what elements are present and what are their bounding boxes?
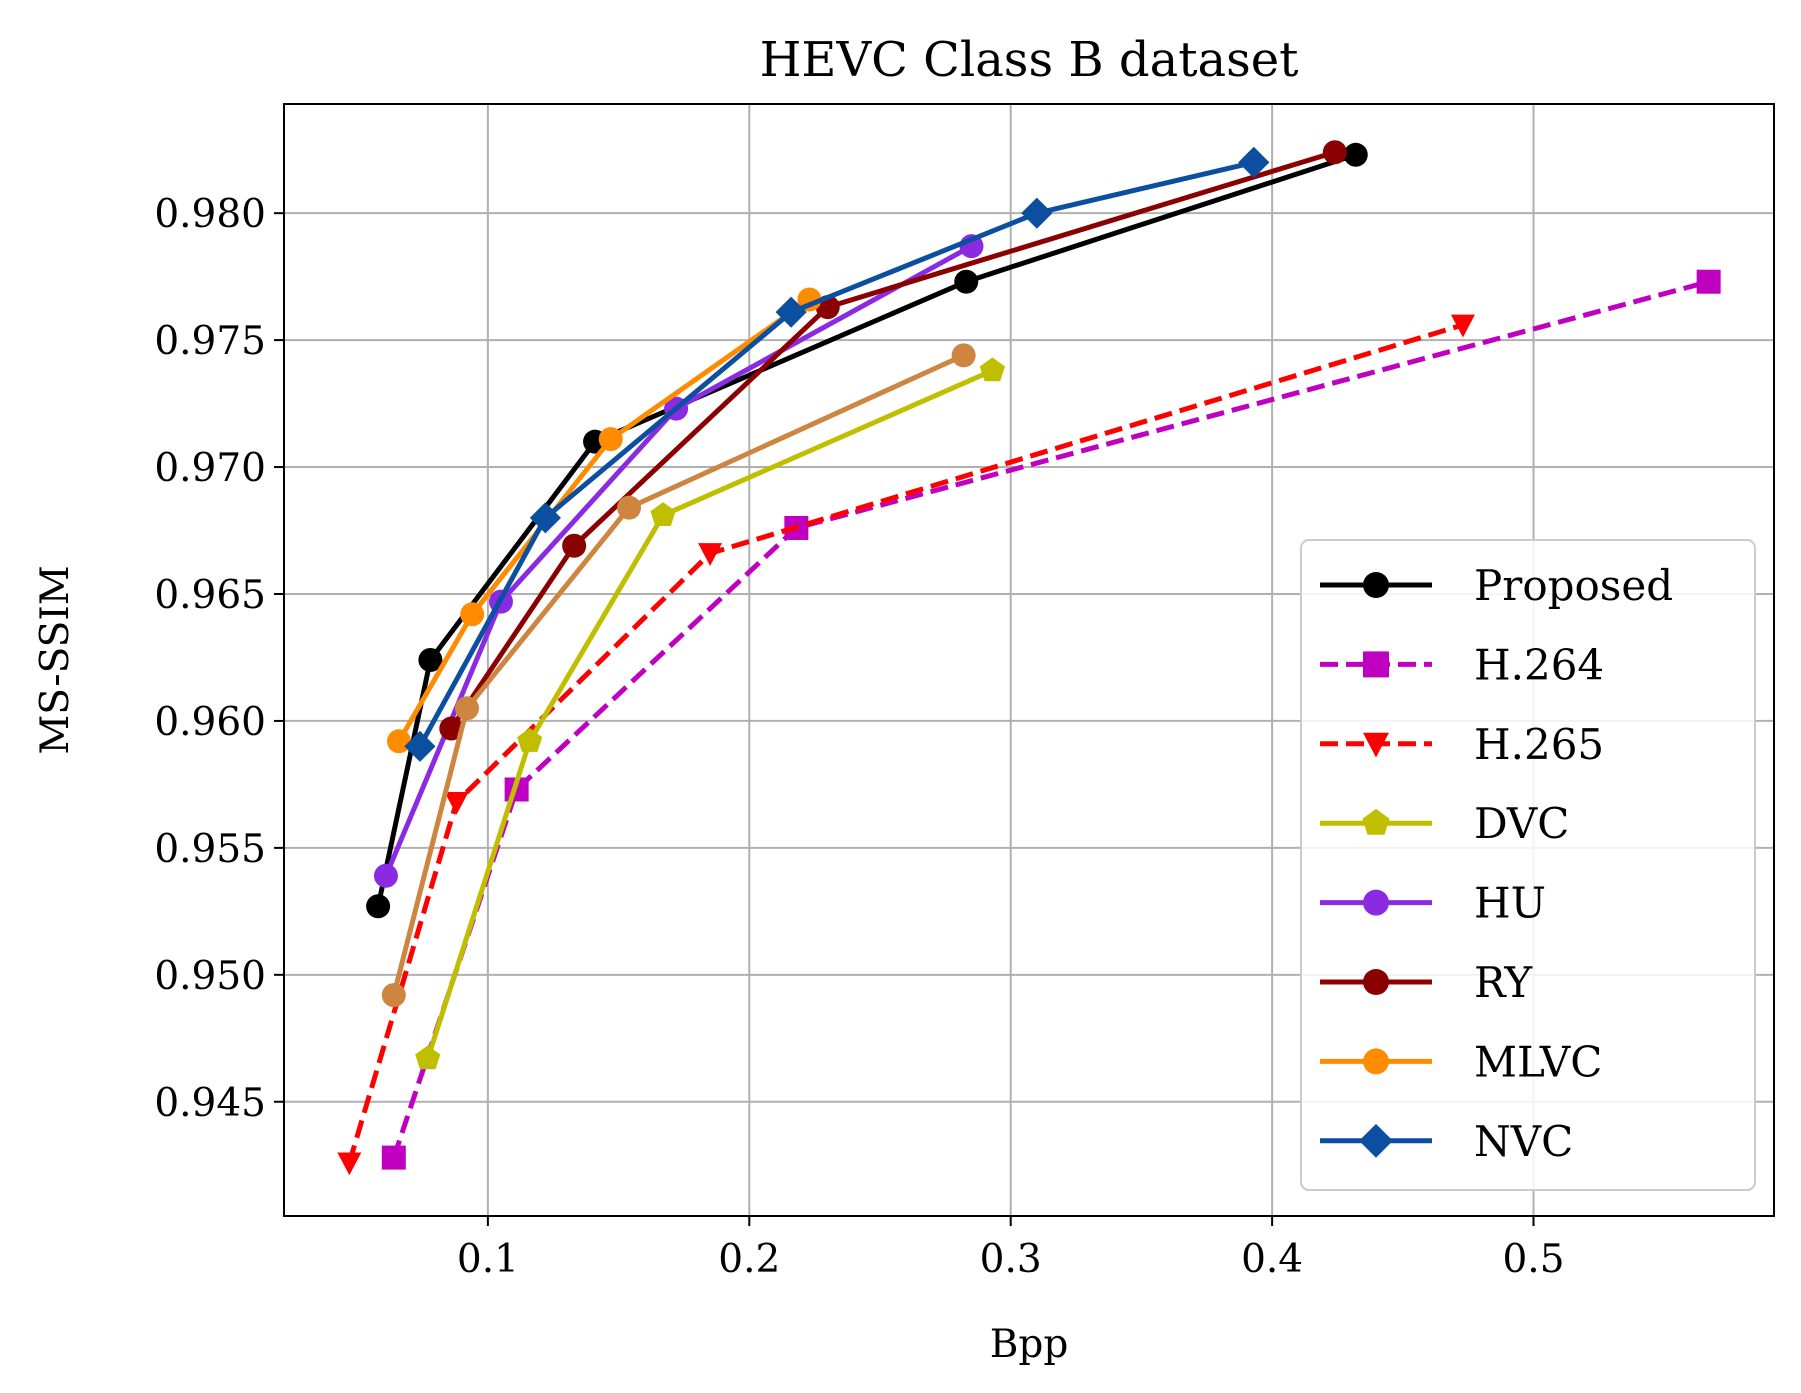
x-tick-label: 0.1	[457, 1237, 519, 1282]
legend-item-ry: RY	[1320, 958, 1533, 1007]
series-proposed-point	[366, 894, 391, 919]
legend-swatch-marker	[1363, 969, 1389, 995]
legend-label: MLVC	[1474, 1037, 1602, 1086]
legend-swatch-marker	[1362, 808, 1390, 835]
chart-title: HEVC Class B dataset	[760, 32, 1299, 88]
legend-swatch-marker	[1363, 732, 1389, 758]
plot-frame	[283, 103, 1775, 1217]
series-h-264-point	[1696, 269, 1721, 294]
series-hu-line	[383, 243, 973, 877]
series-dvc-point	[517, 728, 543, 752]
series-dvc-point	[979, 357, 1005, 382]
legend: Proposed H.264 H.265 DVC HU RY MLVC NVC	[1300, 539, 1756, 1191]
legend-item-proposed: Proposed	[1320, 561, 1673, 610]
y-tick-label: 0.975	[154, 319, 266, 364]
y-tick-label: 0.965	[154, 573, 266, 618]
legend-swatch-marker	[1363, 651, 1389, 678]
series-ry-point	[562, 533, 587, 558]
legend-item-h-265: H.265	[1320, 720, 1604, 769]
legend-label: H.264	[1474, 640, 1604, 689]
series-h-264-point	[381, 1145, 406, 1170]
series-dvc	[415, 357, 1005, 1070]
legend-item-nvc: NVC	[1320, 1117, 1573, 1166]
series-nvc-point	[1021, 197, 1053, 229]
series-proposed-point	[418, 648, 443, 672]
legend-swatch-marker	[1359, 1123, 1393, 1158]
legend-label: NVC	[1474, 1117, 1573, 1166]
series-9	[381, 343, 976, 1008]
y-tick-label: 0.960	[154, 700, 266, 745]
series-nvc-point	[1238, 146, 1270, 178]
legend-box	[1300, 539, 1756, 1191]
series-h-265-line	[346, 322, 1464, 1164]
y-tick-label: 0.955	[154, 827, 266, 872]
legend-item-h-264: H.264	[1320, 640, 1604, 689]
series-hu-point	[373, 863, 398, 888]
legend-label: RY	[1474, 958, 1533, 1007]
series-proposed-point	[1343, 142, 1368, 167]
y-axis-label: MS-SSIM	[33, 565, 78, 754]
x-axis-label: Bpp	[990, 1322, 1069, 1367]
y-tick-label: 0.950	[154, 954, 266, 999]
legend-swatch-marker	[1363, 1048, 1389, 1075]
series-nvc	[404, 146, 1270, 762]
legend-swatch-marker	[1363, 572, 1389, 598]
series-h-265-point	[444, 791, 469, 815]
series-ry-point	[1322, 140, 1347, 165]
series-nvc-point	[775, 296, 807, 328]
series-ry-line	[449, 149, 1336, 730]
y-tick-label: 0.945	[154, 1081, 266, 1126]
series-nvc-point	[404, 730, 436, 762]
series-h-265-point	[337, 1152, 362, 1176]
series-h-265-point	[698, 543, 723, 566]
series-9-point	[381, 983, 406, 1008]
y-axis: 0.945 0.950 0.955 0.960 0.965 0.970 0.975 0.980	[154, 192, 284, 1126]
series-h-265-point	[1450, 314, 1475, 338]
series-9-point	[454, 696, 479, 721]
series-proposed-point	[954, 269, 979, 294]
legend-label: DVC	[1474, 799, 1569, 848]
series-mlvc-point	[387, 729, 412, 754]
legend-item-hu: HU	[1320, 879, 1546, 928]
y-tick-label: 0.970	[154, 446, 266, 491]
series-dvc-line	[425, 368, 994, 1060]
x-axis: 0.1 0.2 0.3 0.4 0.5	[457, 1216, 1565, 1282]
series-ry-point	[439, 716, 464, 741]
legend-label: HU	[1474, 879, 1546, 928]
series-9-line	[391, 353, 965, 996]
series-dvc-point	[650, 502, 676, 526]
series-nvc-point	[529, 502, 562, 534]
legend-item-mlvc: MLVC	[1320, 1037, 1602, 1086]
legend-swatch-marker	[1363, 889, 1389, 916]
x-tick-label: 0.3	[980, 1237, 1042, 1282]
series-9-point	[951, 343, 976, 368]
series-layer	[337, 140, 1721, 1176]
series-mlvc-point	[460, 602, 485, 627]
series-h-265	[337, 314, 1475, 1176]
legend-label: H.265	[1474, 720, 1604, 769]
y-tick-label: 0.980	[154, 192, 266, 237]
legend-label: Proposed	[1474, 561, 1673, 610]
x-tick-label: 0.2	[718, 1237, 780, 1282]
series-9-point	[617, 495, 642, 520]
x-tick-label: 0.4	[1241, 1237, 1303, 1282]
series-ry	[439, 140, 1347, 741]
x-tick-label: 0.5	[1502, 1237, 1564, 1282]
series-dvc-point	[415, 1045, 441, 1070]
series-mlvc-point	[598, 427, 623, 452]
legend-item-dvc: DVC	[1320, 799, 1569, 848]
